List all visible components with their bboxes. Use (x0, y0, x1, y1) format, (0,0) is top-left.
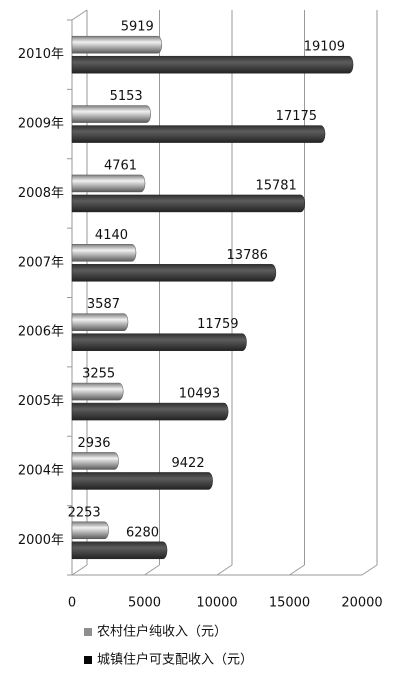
bar (71, 264, 277, 282)
value-label: 5153 (110, 89, 143, 104)
bar (71, 382, 124, 401)
bar (71, 125, 326, 143)
x-tick-label: 20000 (341, 596, 382, 611)
bar (71, 194, 306, 213)
axis-line (71, 9, 88, 21)
bar (71, 313, 129, 331)
grid-line (289, 564, 305, 576)
bar (71, 333, 247, 351)
value-label: 13786 (227, 248, 268, 263)
grid-line (71, 564, 88, 576)
y-tick-label: 2007年 (18, 255, 64, 270)
y-tick-label: 2008年 (18, 186, 64, 201)
grid-line (361, 564, 378, 576)
x-tick-label: 5000 (128, 596, 161, 611)
value-label: 6280 (126, 525, 159, 540)
bar (71, 55, 354, 74)
y-tick-label: 2005年 (18, 394, 64, 409)
bar (71, 452, 119, 470)
bar (71, 541, 168, 560)
value-label: 3587 (87, 297, 120, 312)
value-label: 17175 (276, 109, 317, 124)
grid-line (144, 564, 160, 576)
legend-swatch (84, 628, 92, 636)
value-label: 4140 (95, 228, 128, 243)
bar (71, 521, 109, 540)
value-label: 15781 (255, 178, 296, 193)
bar (71, 244, 137, 262)
value-label: 5919 (121, 20, 154, 35)
x-tick-label: 10000 (196, 596, 237, 611)
value-label: 3255 (82, 367, 115, 382)
value-label: 4761 (104, 158, 137, 173)
value-label: 19109 (304, 40, 345, 55)
y-tick-label: 2006年 (18, 325, 64, 340)
bar (71, 472, 213, 490)
grid-line (216, 564, 233, 576)
value-label: 2253 (68, 505, 101, 520)
y-tick-label: 2009年 (18, 117, 64, 132)
value-label: 11759 (197, 317, 238, 332)
bar (71, 105, 151, 123)
legend-label: 农村住户纯收入（元） (97, 624, 227, 640)
value-label: 9422 (172, 456, 205, 471)
x-tick-label: 15000 (269, 596, 310, 611)
x-tick-label: 0 (68, 596, 76, 611)
y-tick-label: 2000年 (18, 533, 64, 548)
legend-swatch (84, 656, 92, 664)
value-label: 10493 (179, 387, 220, 402)
legend-label: 城镇住户可支配收入（元） (97, 652, 253, 668)
bar (71, 35, 163, 54)
bar (71, 174, 146, 193)
value-label: 2936 (77, 436, 110, 451)
y-tick-label: 2004年 (18, 463, 64, 478)
y-tick-label: 2010年 (18, 47, 64, 62)
bar (71, 402, 229, 421)
